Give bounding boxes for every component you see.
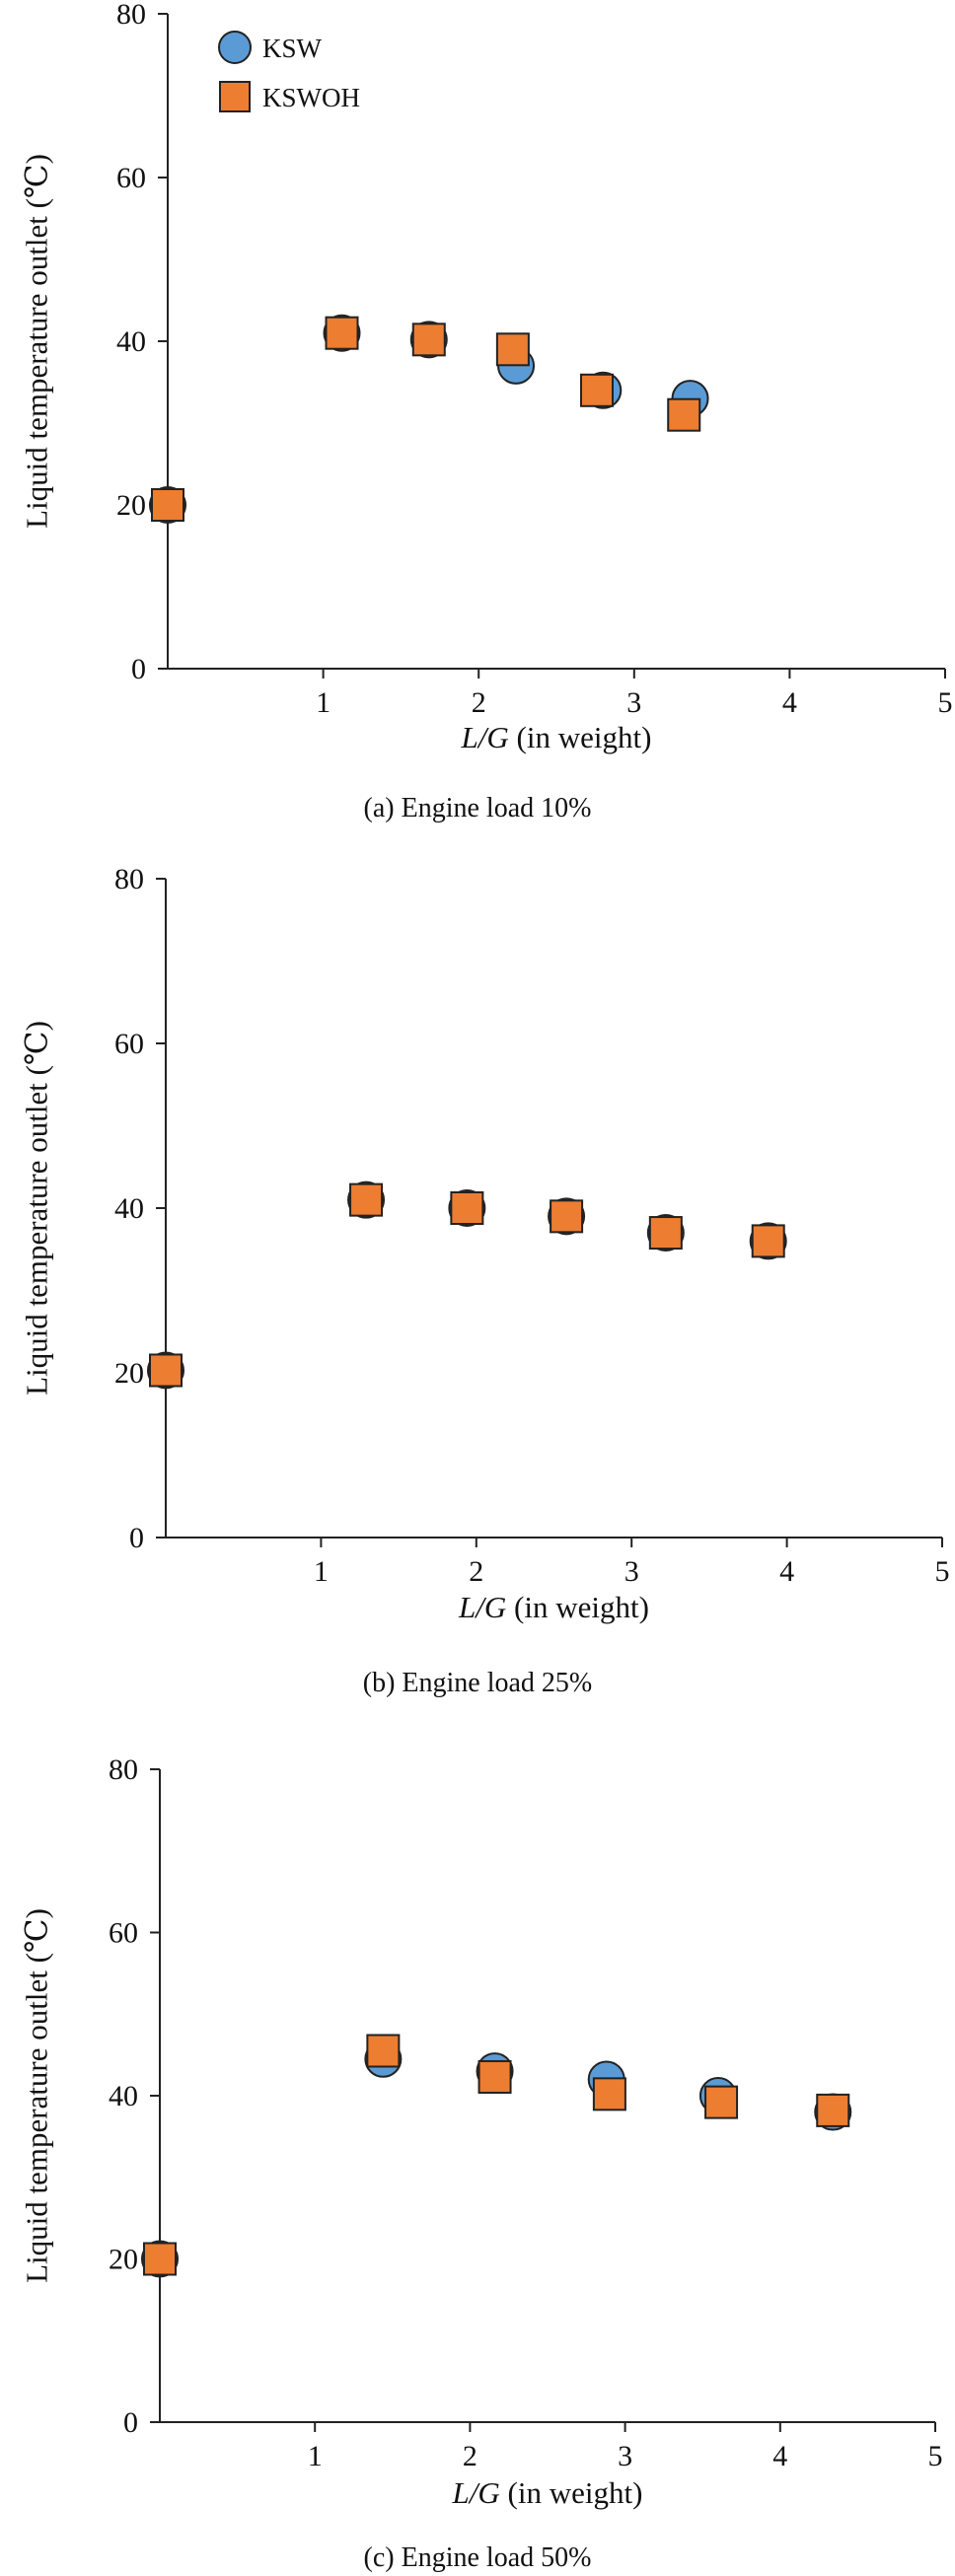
x-tick-label: 5	[928, 2440, 943, 2472]
y-tick-label: 60	[114, 1028, 144, 1060]
chart-panel-a: 0 20 40 60 80 1 2 3 4 5 L/G (in weight) Liquid temp…	[0, 0, 955, 828]
x-tick-label: 2	[463, 2440, 478, 2472]
y-tick-label: 20	[116, 489, 146, 522]
kswoh-point	[495, 332, 530, 367]
x-axis-label: L/G (in weight)	[458, 1590, 649, 1624]
y-axis-label: Liquid temperature outlet (℃)	[20, 1908, 54, 2283]
kswoh-point	[325, 316, 359, 350]
y-tick-label: 40	[116, 325, 146, 358]
kswoh-point	[550, 1199, 584, 1234]
x-tick-label: 1	[314, 1555, 329, 1588]
x-tick-label: 5	[935, 1555, 950, 1588]
x-tick-label: 3	[626, 686, 641, 719]
kswoh-point	[349, 1182, 384, 1217]
kswoh-point	[648, 1216, 683, 1251]
figure-caption: (a) Engine load 10%	[364, 793, 592, 823]
kswoh-point	[149, 1353, 183, 1388]
x-tick-label: 2	[469, 1555, 483, 1588]
x-tick-label: 5	[938, 686, 953, 719]
x-tick-label: 4	[772, 2440, 787, 2472]
chart-c-svg: 0 20 40 60 80 1 2 3 4 5 L/G (in weight) Liquid temp…	[20, 1753, 943, 2573]
kswoh-point	[366, 2034, 401, 2068]
kswoh-point	[704, 2085, 739, 2119]
legend-kswoh-marker	[219, 81, 251, 112]
y-tick-label: 0	[129, 1522, 144, 1554]
x-tick-label: 4	[779, 1555, 794, 1588]
chart-panel-c: 0 20 40 60 80 1 2 3 4 5 L/G (in weight) Liquid temp…	[0, 1706, 955, 2576]
y-tick-label: 60	[116, 162, 146, 194]
x-tick-label: 1	[308, 2440, 323, 2472]
legend-ksw-marker	[218, 31, 252, 64]
kswoh-point	[667, 397, 701, 432]
kswoh-point	[478, 2059, 512, 2094]
y-axis-label: Liquid temperature outlet (℃)	[20, 154, 54, 529]
y-tick-label: 80	[109, 1753, 138, 1786]
y-tick-label: 60	[109, 1917, 138, 1950]
x-tick-label: 3	[624, 1555, 639, 1588]
legend-label: KSW	[262, 34, 323, 63]
kswoh-point	[751, 1224, 785, 1258]
x-tick-label: 2	[472, 686, 486, 719]
chart-b-svg: 0 20 40 60 80 1 2 3 4 5 L/G (in weight) Liquid temp…	[20, 863, 950, 1698]
y-axis-label: Liquid temperature outlet (℃)	[20, 1021, 54, 1395]
y-tick-label: 40	[109, 2080, 138, 2112]
kswoh-point	[579, 373, 614, 407]
figure-caption: (c) Engine load 50%	[364, 2542, 592, 2573]
y-tick-label: 20	[109, 2244, 138, 2276]
y-tick-label: 80	[116, 0, 146, 31]
legend-label: KSWOH	[262, 83, 360, 112]
y-tick-label: 0	[131, 653, 146, 685]
x-axis-label: L/G (in weight)	[452, 2475, 643, 2510]
kswoh-point	[411, 322, 446, 357]
x-tick-label: 3	[618, 2440, 632, 2472]
kswoh-point	[151, 488, 184, 522]
chart-a-svg: 0 20 40 60 80 1 2 3 4 5 L/G (in weight) Liquid temp…	[20, 0, 953, 823]
y-tick-label: 40	[114, 1192, 144, 1225]
figure-caption: (b) Engine load 25%	[363, 1668, 593, 1698]
chart-panel-b: 0 20 40 60 80 1 2 3 4 5 L/G (in weight) Liquid temp…	[0, 833, 955, 1701]
x-axis-label: L/G (in weight)	[461, 720, 652, 754]
kswoh-point	[816, 2093, 850, 2127]
x-tick-label: 4	[782, 686, 797, 719]
kswoh-point	[450, 1191, 484, 1225]
x-tick-label: 1	[316, 686, 331, 719]
y-tick-label: 0	[123, 2406, 138, 2439]
kswoh-point	[143, 2242, 177, 2276]
y-tick-label: 80	[114, 863, 144, 895]
y-tick-label: 20	[114, 1357, 144, 1390]
kswoh-point	[592, 2077, 626, 2111]
